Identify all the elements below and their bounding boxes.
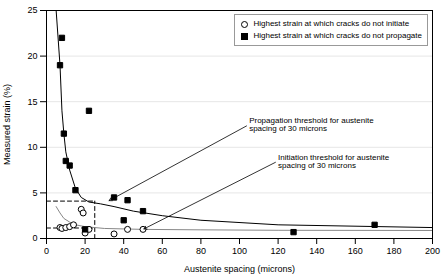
svg-text:5: 5 (32, 188, 37, 198)
svg-text:0: 0 (32, 233, 37, 243)
svg-text:10: 10 (27, 142, 37, 152)
svg-text:Measured strain (%): Measured strain (%) (2, 84, 12, 165)
svg-text:100: 100 (232, 246, 247, 256)
svg-text:Austenite spacing (microns): Austenite spacing (microns) (184, 264, 295, 274)
svg-text:25: 25 (27, 5, 37, 15)
svg-text:160: 160 (348, 246, 363, 256)
svg-text:180: 180 (386, 246, 401, 256)
svg-text:60: 60 (157, 246, 167, 256)
html-text:Highest strain at which cracks: Highest strain at which cracks do not in… (253, 19, 410, 28)
svg-text:0: 0 (44, 246, 49, 256)
svg-text:120: 120 (271, 246, 286, 256)
svg-text:140: 140 (309, 246, 324, 256)
svg-text:20: 20 (27, 51, 37, 61)
svg-text:Initiation threshold for auste: Initiation threshold for austenitespacin… (278, 153, 390, 170)
svg-text:200: 200 (425, 246, 440, 256)
svg-text:80: 80 (196, 246, 206, 256)
svg-text:40: 40 (119, 246, 129, 256)
svg-text:Propagation threshold for aust: Propagation threshold for austenitespaci… (249, 116, 374, 133)
html-text:Highest strain at which cracks: Highest strain at which cracks do not pr… (253, 31, 422, 40)
svg-text:20: 20 (80, 246, 90, 256)
svg-text:15: 15 (27, 97, 37, 107)
